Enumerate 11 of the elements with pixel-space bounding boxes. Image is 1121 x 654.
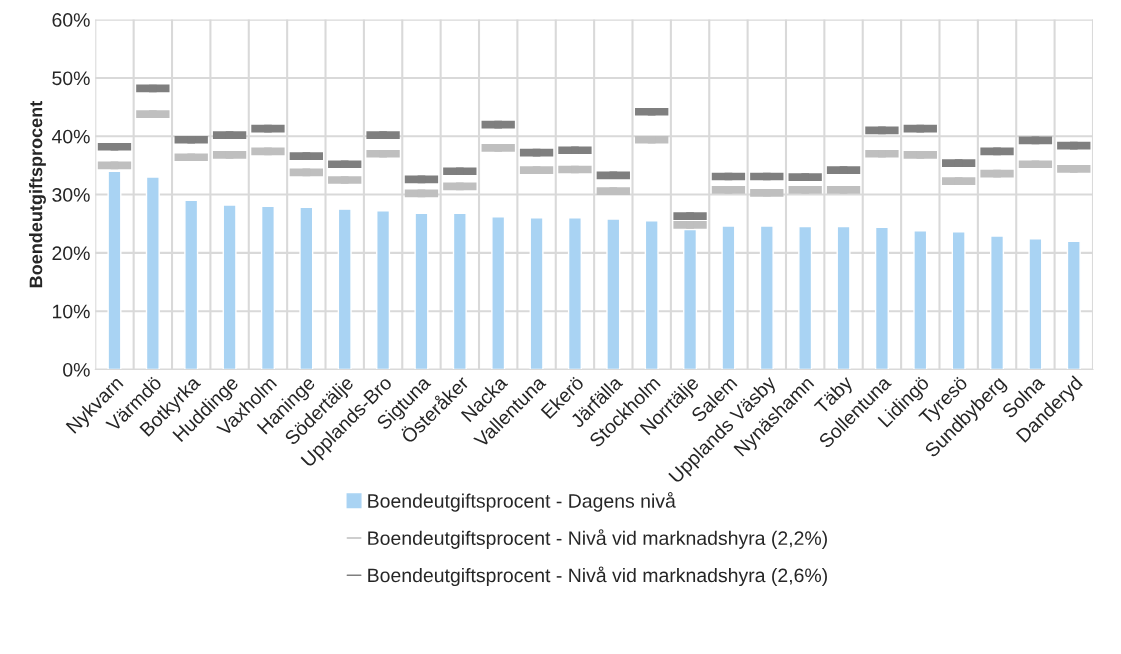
y-tick-label: 30%: [52, 188, 90, 202]
y-tick-label: 20%: [52, 246, 90, 261]
y-tick-label: 10%: [52, 304, 90, 319]
y-tick-label: 40%: [51, 129, 90, 144]
legend-label: Boendeutgiftsprocent - Nivå vid marknadshyra (2,6%): [368, 566, 827, 587]
legend-label: Boendeutgiftsprocent - Dagens nivå: [368, 491, 676, 512]
y-tick-label: 50%: [52, 71, 90, 86]
y-axis-title: Boendeutgiftsprocent: [29, 100, 46, 288]
y-tick-label: 60%: [52, 13, 90, 27]
legend-label: Boendeutgiftsprocent - Nivå vid marknadshyra (2,2%): [368, 529, 827, 549]
y-tick-label: 0%: [63, 362, 90, 377]
